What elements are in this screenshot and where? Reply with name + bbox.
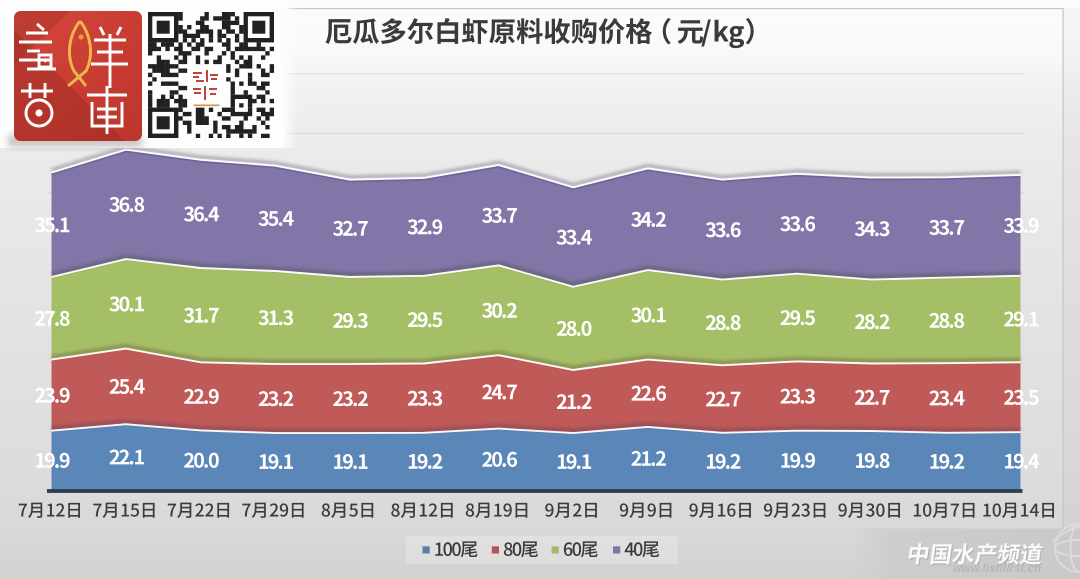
- svg-text:www.fishfirst.cn: www.fishfirst.cn: [953, 563, 1041, 575]
